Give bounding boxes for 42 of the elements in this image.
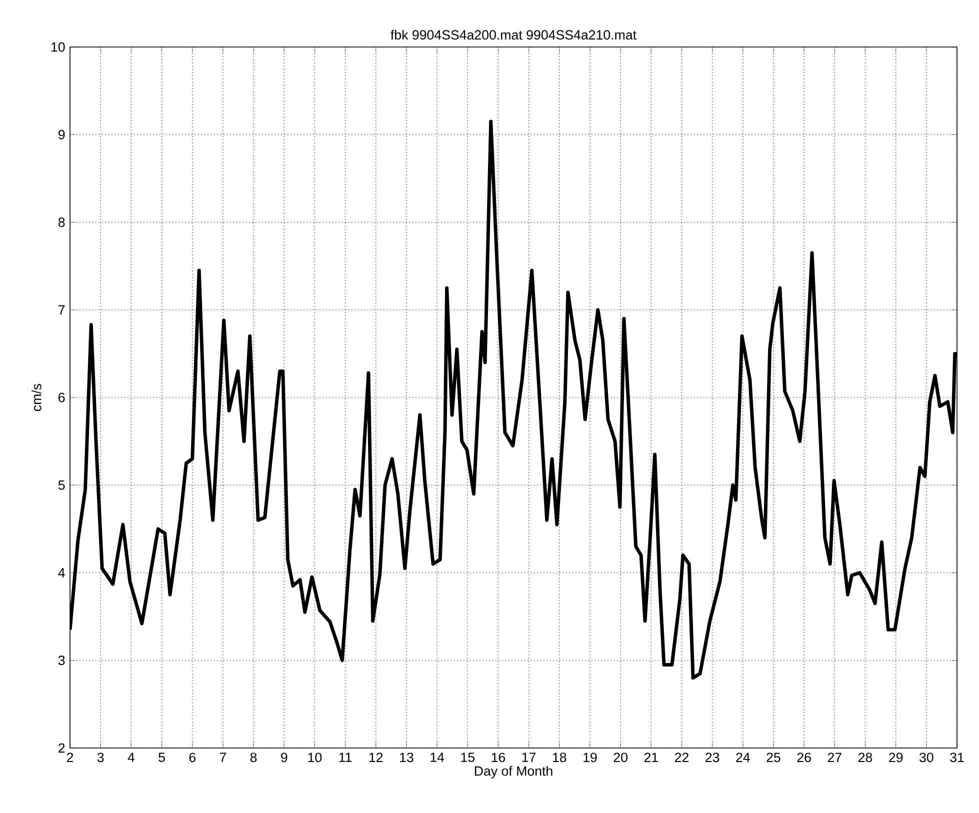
x-tick-label: 22 [674, 752, 688, 762]
y-tick-label: 7 [58, 305, 65, 314]
x-tick-label: 13 [400, 752, 414, 762]
x-tick-label: 6 [189, 752, 196, 762]
x-tick-label: 27 [828, 752, 842, 762]
x-tick-label: 20 [614, 752, 628, 762]
x-tick-label: 17 [522, 752, 536, 762]
y-tick-label: 9 [58, 130, 65, 140]
x-tick-label: 16 [492, 752, 506, 762]
x-tick-label: 4 [128, 752, 134, 762]
x-tick-label: 2 [66, 752, 74, 762]
x-tick-label: 18 [552, 752, 566, 762]
x-tick-label: 28 [858, 752, 872, 762]
y-tick-label: 5 [58, 480, 65, 490]
chart-title: fbk 9904SS4a200.mat 9904SS4a210.mat [390, 30, 636, 40]
x-tick-label: 12 [369, 752, 383, 762]
x-tick-label: 14 [430, 752, 444, 762]
x-tick-label: 24 [736, 752, 750, 762]
y-tick-label: 10 [51, 42, 65, 52]
x-tick-label: 19 [584, 752, 597, 762]
y-tick-label: 2 [58, 743, 65, 753]
x-tick-label: 9 [281, 752, 288, 762]
y-tick-label: 6 [58, 392, 65, 402]
x-tick-label: 30 [920, 752, 934, 762]
x-tick-label: 15 [461, 752, 474, 762]
x-tick-label: 31 [950, 752, 964, 762]
x-tick-label: 23 [706, 752, 720, 762]
x-tick-label: 11 [339, 752, 352, 762]
y-tick-label: 4 [58, 568, 65, 578]
x-tick-label: 26 [797, 752, 811, 762]
y-tick-label: 3 [58, 656, 65, 666]
x-axis-title: Day of Month [474, 766, 552, 778]
x-tick-label: 7 [220, 752, 226, 762]
y-axis-title: cm/s [32, 384, 42, 411]
x-tick-label: 29 [889, 752, 903, 762]
x-tick-label: 25 [766, 752, 780, 762]
x-tick-label: 10 [308, 752, 322, 762]
x-tick-label: 21 [644, 752, 658, 762]
x-tick-label: 3 [97, 752, 104, 762]
y-tick-label: 8 [58, 218, 65, 227]
x-tick-label: 5 [158, 752, 165, 762]
x-tick-label: 8 [250, 752, 257, 762]
